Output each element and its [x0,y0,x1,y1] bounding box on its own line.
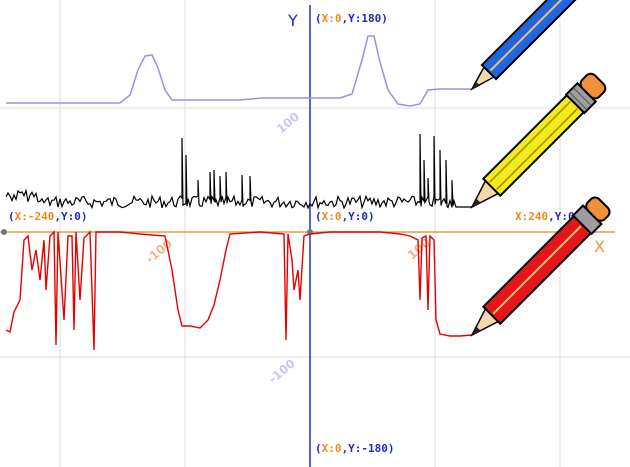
coord-label-top: (X:0,Y:180) [315,12,388,25]
yellow-pencil-sprite[interactable] [463,71,609,217]
purple-pen-trace [6,35,472,107]
x-axis-left-end [1,229,7,235]
red-pencil-sprite[interactable] [463,194,613,344]
coord-label-center: (X:0,Y:0) [315,210,375,223]
blue-pencil-sprite[interactable] [465,0,590,96]
x-axis-label: X [594,237,605,256]
red-pen-trace [5,230,473,351]
tick-label-y-100: 100 [274,109,302,136]
y-axis-label: Y [287,11,298,30]
black-pen-trace [5,133,472,210]
coord-label-left: (X:-240,Y:0) [8,210,88,223]
tick-label-y-neg100: -100 [266,356,298,386]
coord-label-bottom: (X:0,Y:-180) [315,442,395,455]
